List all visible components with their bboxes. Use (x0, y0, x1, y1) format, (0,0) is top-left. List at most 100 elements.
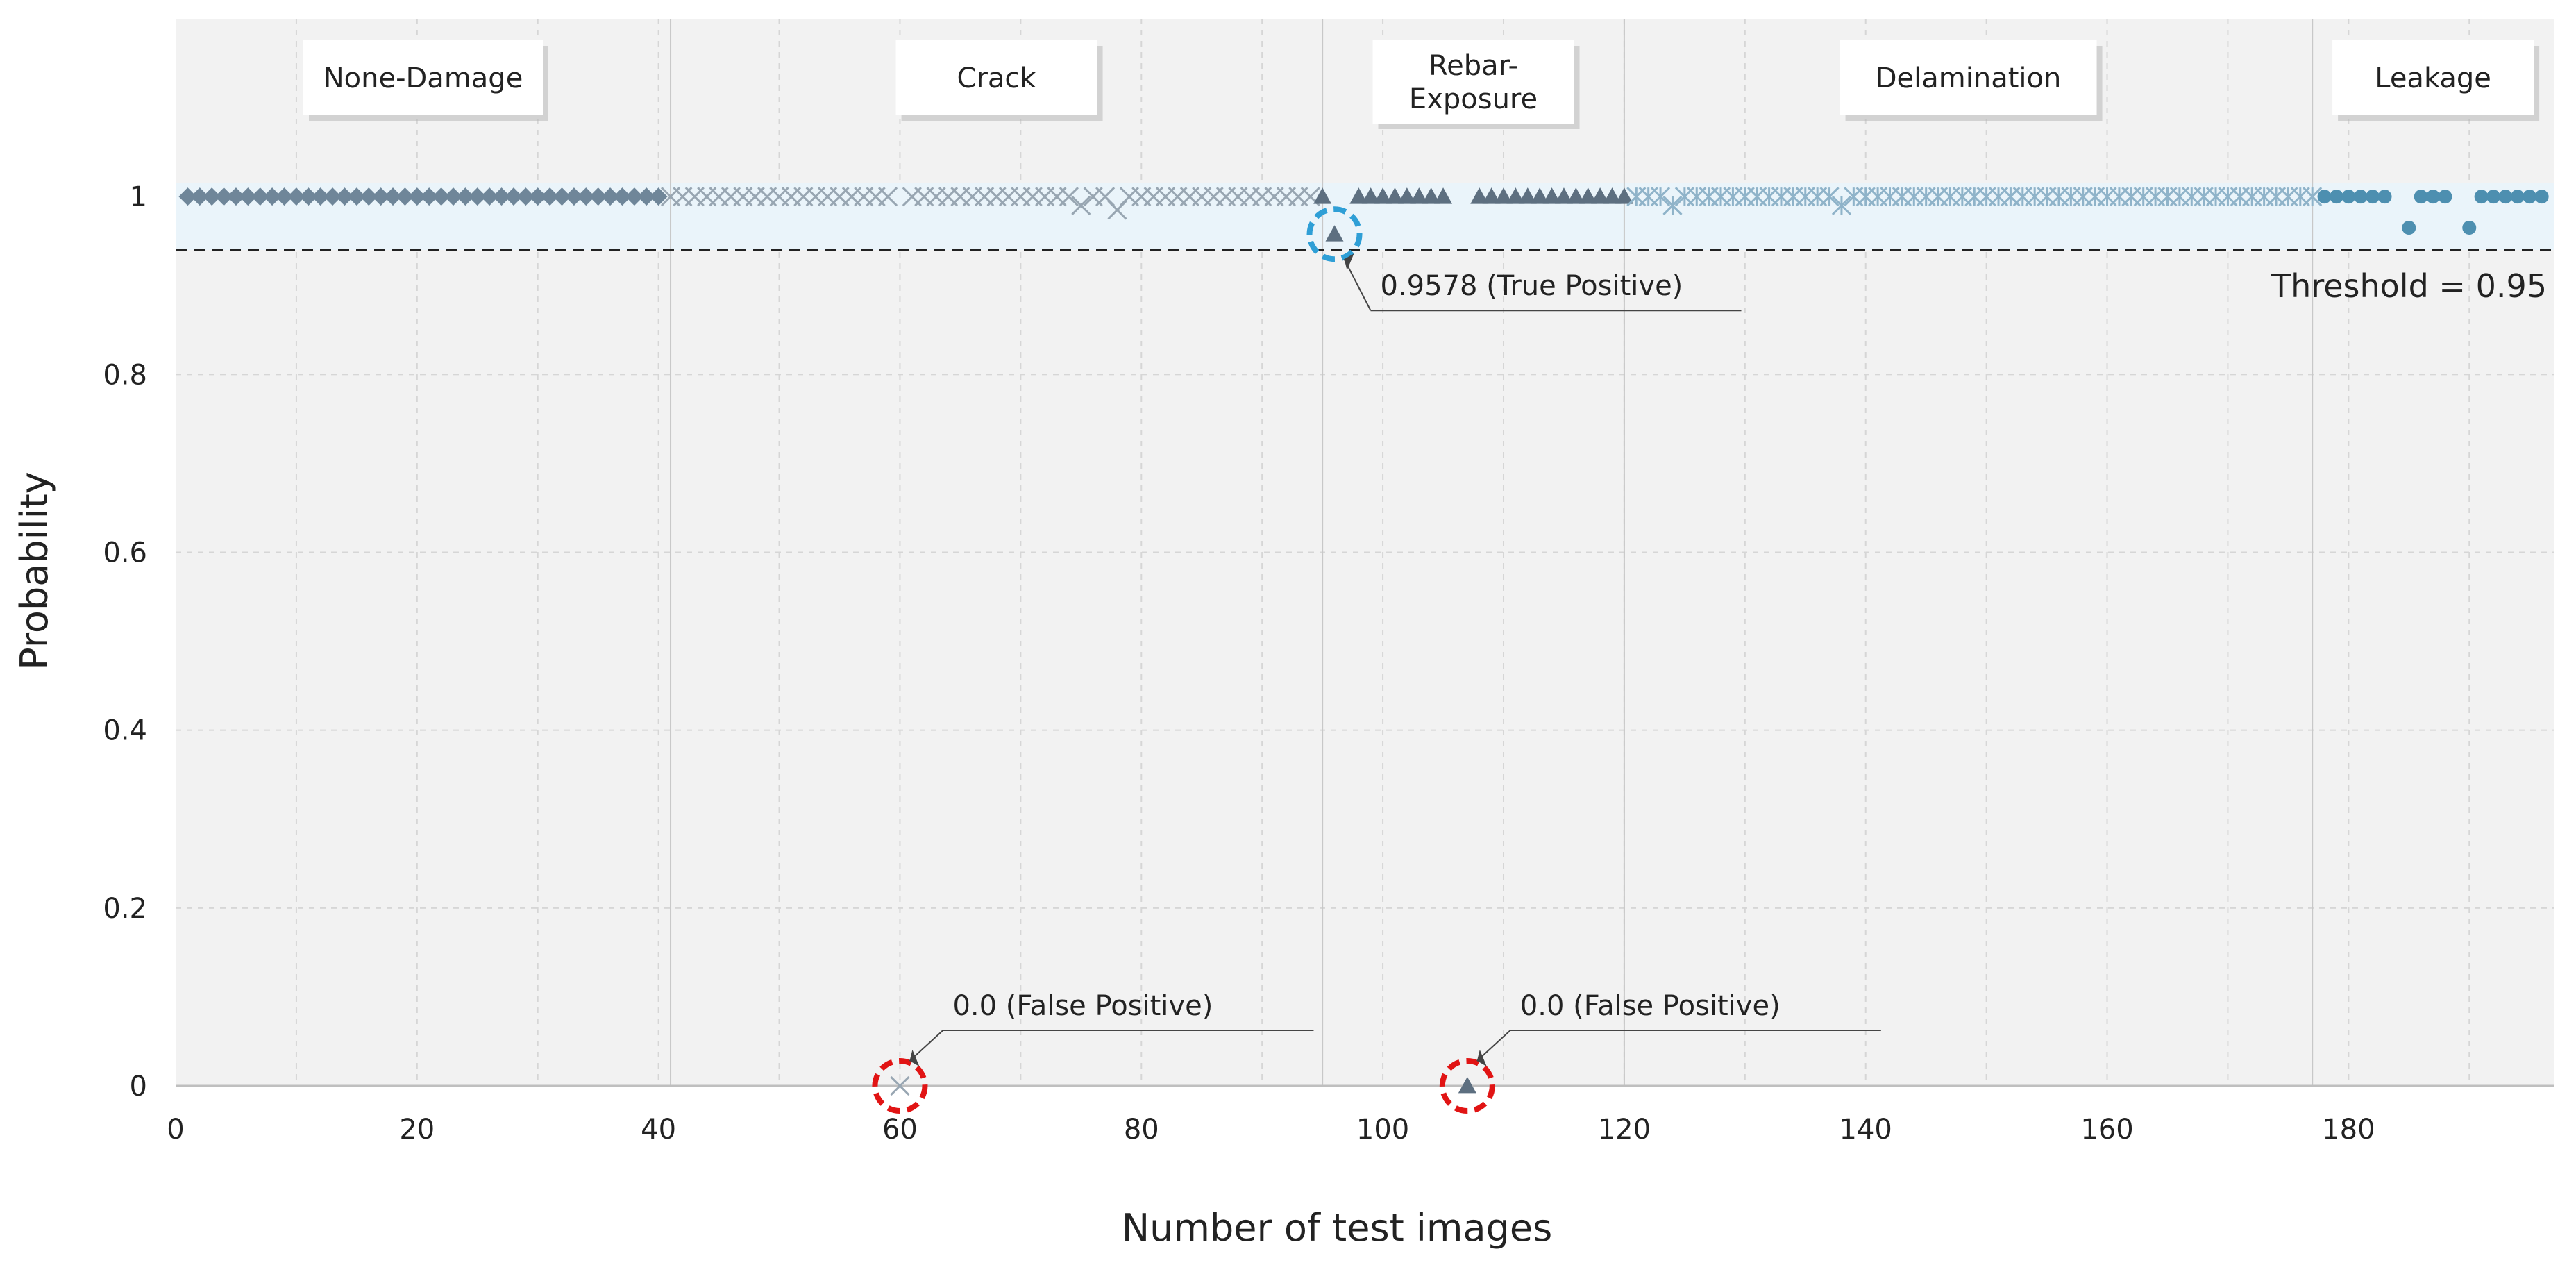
triangle-point (1410, 187, 1429, 204)
annotation-highlight-circle (1306, 206, 1363, 262)
category-label-box: None-Damage (303, 40, 549, 121)
circle-point (2474, 190, 2489, 204)
category-label-box: Delamination (1840, 40, 2103, 121)
circle-point (2523, 190, 2537, 204)
diamond-point (360, 187, 378, 206)
circle-point (2341, 190, 2356, 204)
category-label-text: Crack (957, 62, 1037, 94)
asterisk-point (1819, 187, 1840, 207)
category-label-background (895, 40, 1097, 115)
diamond-point (251, 187, 269, 206)
circle-point (2317, 190, 2332, 204)
diamond-point (480, 187, 499, 206)
triangle-point (1361, 187, 1380, 204)
y-tick-label: 0.2 (103, 893, 147, 925)
diamond-point (239, 187, 258, 206)
diamond-point (528, 187, 547, 206)
diamond-point (564, 187, 583, 206)
circle-point (2498, 190, 2513, 204)
diamond-point (420, 187, 439, 206)
diamond-point (577, 187, 596, 206)
annotation-leader-line (1476, 1030, 1511, 1062)
circle-point (2329, 190, 2343, 204)
annotation-arrowhead (1476, 1050, 1487, 1066)
annotation-arrowhead (1344, 253, 1354, 271)
annotation-text: 0.0 (False Positive) (952, 990, 1213, 1022)
x-tick-labels: 0 20 40 60 80 100 120 140 160 180 (167, 1114, 2375, 1146)
triangle-point (1542, 187, 1561, 204)
diamond-point (649, 187, 668, 206)
diamond-point (541, 187, 559, 206)
triangle-point (1458, 1077, 1476, 1094)
circle-point (2534, 190, 2549, 204)
diamond-point (384, 187, 403, 206)
annotation-text: 0.0 (False Positive) (1520, 990, 1781, 1022)
triangle-point (1531, 187, 1549, 204)
category-label-box: Leakage (2332, 40, 2540, 121)
category-label-background (1840, 40, 2097, 115)
triangle-point (1518, 187, 1537, 204)
x-tick-label: 60 (882, 1114, 918, 1146)
diamond-point (553, 187, 571, 206)
diamond-point (287, 187, 305, 206)
diamond-point (214, 187, 233, 206)
diamond-point (335, 187, 354, 206)
diamond-point (396, 187, 414, 206)
circle-point (2377, 190, 2392, 204)
triangle-point (1482, 187, 1501, 204)
category-label-background (2332, 40, 2534, 115)
triangle-point (1579, 187, 1597, 204)
circle-point (2426, 190, 2441, 204)
circle-point (2438, 190, 2452, 204)
y-tick-label: 0.4 (103, 715, 147, 747)
triangle-point (1349, 187, 1368, 204)
triangle-point (1603, 187, 1622, 204)
category-label-box: Crack (895, 40, 1103, 121)
annotation-leader-line (909, 1030, 944, 1062)
annotation-highlight-circle (872, 1058, 928, 1114)
x-tick-label: 180 (2322, 1114, 2375, 1146)
x-tick-label: 80 (1124, 1114, 1159, 1146)
diamond-point (407, 187, 426, 206)
triangle-point (1374, 187, 1392, 204)
diamond-point (613, 187, 632, 206)
threshold-label: Threshold = 0.95 (2271, 267, 2547, 305)
diamond-point (323, 187, 342, 206)
triangle-point (1422, 187, 1440, 204)
diamond-point (589, 187, 607, 206)
asterisk-point (1831, 195, 1852, 216)
y-tick-label: 1 (130, 181, 147, 213)
triangle-point (1567, 187, 1585, 204)
triangle-point (1397, 187, 1416, 204)
asterisk-point (1662, 195, 1683, 216)
diamond-point (299, 187, 318, 206)
y-tick-label: 0.8 (103, 359, 147, 391)
diamond-point (456, 187, 475, 206)
x-tick-label: 0 (167, 1114, 184, 1146)
category-label-text: None-Damage (323, 62, 523, 94)
annotations: 0.9578 (True Positive) 0.0 (False Positiv… (872, 206, 1881, 1114)
circle-point (2353, 190, 2368, 204)
diamond-point (203, 187, 221, 206)
diamond-point (226, 187, 245, 206)
category-label-text: Delamination (1876, 62, 2062, 94)
annotation: 0.0 (False Positive) (872, 990, 1314, 1114)
y-tick-label: 0 (130, 1071, 147, 1103)
triangle-point (1506, 187, 1525, 204)
annotation-highlight-circle (1439, 1058, 1495, 1114)
diamond-point (178, 187, 197, 206)
category-label-text: Exposure (1409, 83, 1538, 115)
triangle-point (1615, 187, 1633, 204)
triangle-point (1494, 187, 1513, 204)
diamond-point (347, 187, 366, 206)
category-label-box: Rebar-Exposure (1372, 40, 1580, 129)
x-tick-label: 140 (1840, 1114, 1892, 1146)
diamond-point (601, 187, 620, 206)
x-point (890, 1075, 910, 1096)
x-tick-label: 120 (1598, 1114, 1651, 1146)
annotation: 0.0 (False Positive) (1439, 990, 1881, 1114)
annotation-arrowhead (909, 1050, 920, 1066)
y-tick-labels: 0 0.2 0.4 0.6 0.8 1 (103, 181, 147, 1103)
x-tick-label: 160 (2080, 1114, 2133, 1146)
